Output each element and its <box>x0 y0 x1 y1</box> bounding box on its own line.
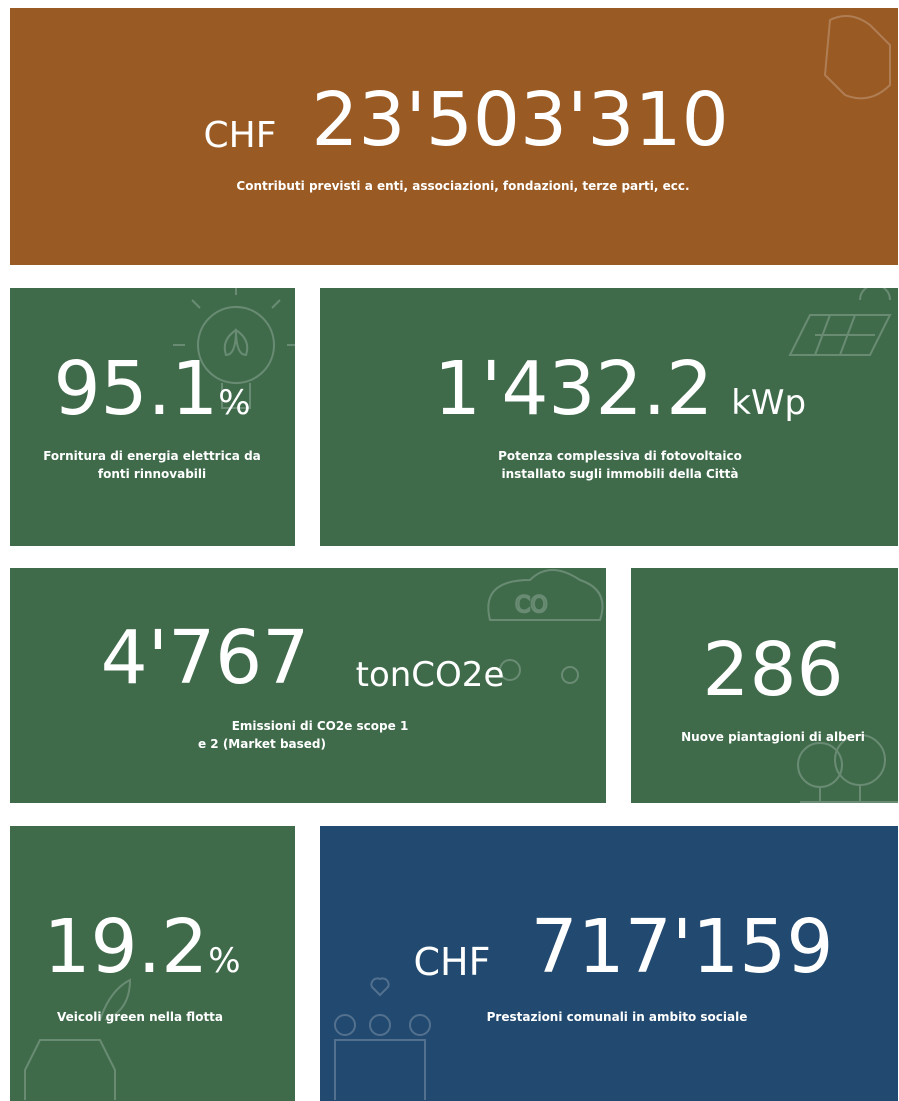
tile <box>10 568 606 803</box>
tile <box>320 826 898 1101</box>
value: 4'767 <box>101 615 310 701</box>
caption: Emissioni di CO2e scope 1 <box>232 719 409 733</box>
svg-text:CO: CO <box>515 593 548 618</box>
value: 286 <box>702 627 843 713</box>
icons: CO <box>24 15 898 1100</box>
value-line: 95.1% <box>53 346 250 432</box>
value: 717'159 <box>531 904 834 990</box>
prefix: CHF <box>204 115 277 156</box>
unit: % <box>208 941 240 981</box>
unit: tonCO2e <box>356 655 505 695</box>
prefix: CHF <box>414 940 491 984</box>
unit: % <box>218 383 250 423</box>
caption: Nuove piantagioni di alberi <box>681 730 865 744</box>
tile <box>320 288 898 546</box>
value-line: 19.2% <box>43 904 240 990</box>
caption: Prestazioni comunali in ambito sociale <box>487 1010 748 1024</box>
value: 19.2 <box>43 904 208 990</box>
caption: e 2 (Market based) <box>198 737 326 751</box>
caption: Potenza complessiva di fotovoltaico <box>498 449 742 463</box>
tile <box>10 826 295 1101</box>
value: 1'432.2 <box>434 346 713 432</box>
caption: Fornitura di energia elettrica da <box>43 449 261 463</box>
value-line: 1'432.2 kWp <box>434 346 806 432</box>
caption: Veicoli green nella flotta <box>57 1010 223 1024</box>
unit: kWp <box>731 383 806 423</box>
caption: installato sugli immobili della Città <box>502 467 739 481</box>
tile <box>631 568 898 803</box>
value: 23'503'310 <box>311 77 728 163</box>
caption: Contributi previsti a enti, associazioni… <box>236 179 689 193</box>
tile <box>10 8 898 265</box>
caption: fonti rinnovabili <box>98 467 206 481</box>
value: 95.1 <box>53 346 218 432</box>
tile <box>10 288 295 546</box>
